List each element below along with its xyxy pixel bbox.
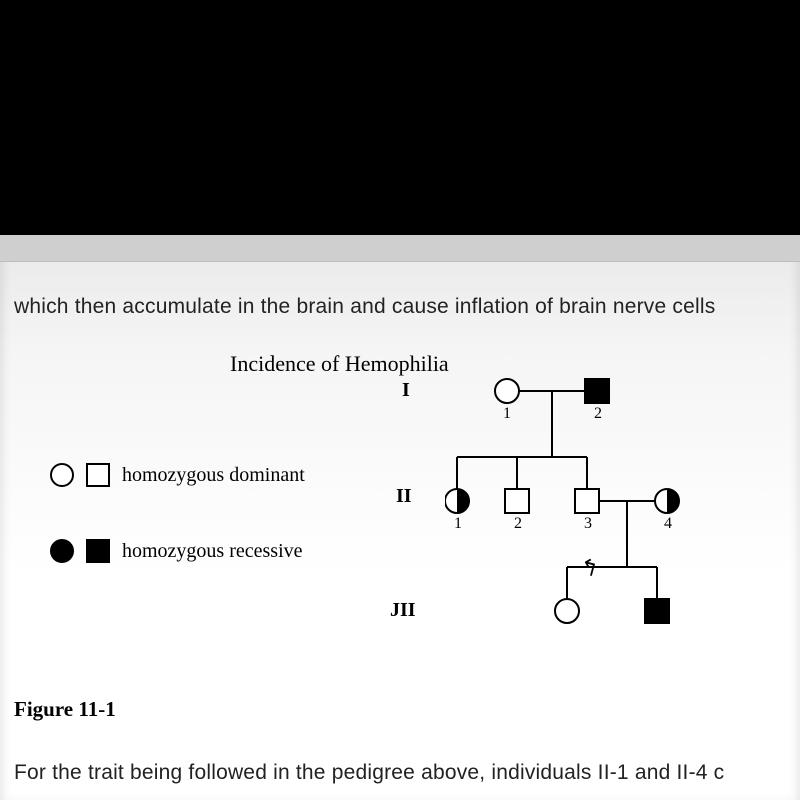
individual-I-1	[495, 379, 519, 403]
individual-I-2	[585, 379, 609, 403]
num-II-4: 4	[664, 515, 672, 533]
pedigree-figure: Incidence of Hemophilia I II JII homozyg…	[0, 355, 800, 685]
circle-filled-icon	[50, 539, 74, 563]
generation-label-3: JII	[390, 599, 416, 622]
num-I-1: 1	[503, 405, 511, 423]
pedigree-lines	[457, 391, 657, 599]
num-II-1: 1	[454, 515, 462, 533]
pedigree-svg	[445, 377, 705, 637]
individual-II-4	[655, 489, 679, 513]
legend-dominant-label: homozygous dominant	[122, 464, 305, 487]
individual-II-1	[445, 489, 469, 513]
square-filled-icon	[86, 539, 110, 563]
generation-label-1: I	[402, 379, 410, 402]
individual-II-3	[575, 489, 599, 513]
legend-recessive: homozygous recessive	[50, 539, 303, 563]
chart-title: Incidence of Hemophilia	[230, 351, 449, 377]
individual-II-2	[505, 489, 529, 513]
figure-caption: Figure 11-1	[14, 697, 116, 722]
square-open-icon	[86, 463, 110, 487]
circle-open-icon	[50, 463, 74, 487]
paragraph-fragment-bottom: For the trait being followed in the pedi…	[14, 761, 800, 785]
num-II-2: 2	[514, 515, 522, 533]
num-I-2: 2	[594, 405, 602, 423]
num-II-3: 3	[584, 515, 592, 533]
individual-III-2	[645, 599, 669, 623]
legend-recessive-label: homozygous recessive	[122, 540, 303, 563]
paragraph-fragment-top: which then accumulate in the brain and c…	[14, 295, 800, 319]
legend-dominant: homozygous dominant	[50, 463, 305, 487]
document-viewport: which then accumulate in the brain and c…	[0, 235, 800, 800]
individual-III-1	[555, 599, 579, 623]
window-title-bar	[0, 235, 800, 262]
generation-label-2: II	[396, 485, 412, 508]
